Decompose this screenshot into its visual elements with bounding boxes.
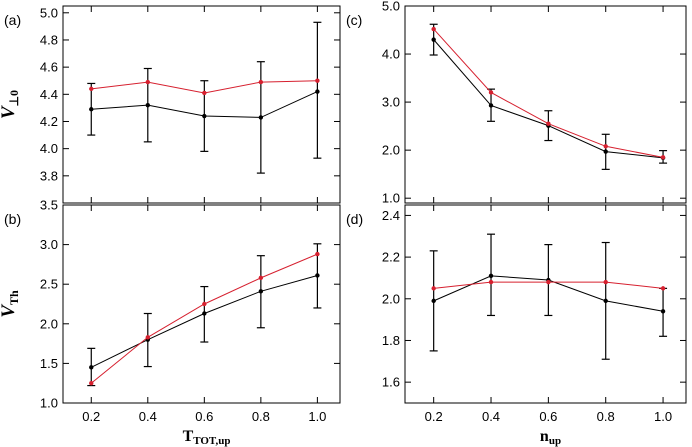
y-tick-label: 3.0: [382, 95, 400, 110]
data-point: [258, 79, 264, 85]
x-tick-label: 0.4: [482, 409, 500, 424]
data-point: [315, 251, 320, 257]
data-point: [258, 275, 264, 281]
y-tick-label: 4.4: [40, 87, 58, 102]
y-tick-label: 4.0: [40, 141, 58, 156]
y-tick-label: 1.6: [382, 375, 400, 390]
plot-frame: [62, 5, 341, 204]
data-point: [546, 121, 551, 126]
data-point: [258, 115, 264, 120]
x-tick-label: 0.8: [597, 409, 615, 424]
y-tick-label: 4.2: [40, 114, 58, 129]
data-point: [431, 26, 436, 32]
y-axis-label: V⊥0: [0, 90, 21, 119]
y-tick-label: 3.8: [40, 168, 58, 183]
plot-frame: [404, 204, 687, 404]
y-tick-label: 2.0: [40, 316, 58, 331]
data-series: [429, 233, 668, 360]
data-series: [431, 279, 666, 291]
data-point: [89, 107, 94, 112]
x-tick-label: 0.2: [425, 409, 443, 424]
data-point: [488, 273, 494, 279]
y-tick-label: 4.6: [40, 60, 58, 75]
x-tick-label: 0.4: [139, 409, 157, 424]
y-tick-label: 2.0: [382, 143, 400, 158]
y-tick-label: 3.0: [40, 237, 58, 252]
y-tick-label: 2.4: [382, 208, 400, 223]
data-point: [202, 311, 207, 316]
plot-frame: [62, 204, 341, 404]
y-tick-label: 5.0: [382, 0, 400, 14]
y-tick-label: 1.0: [40, 396, 58, 411]
y-tick-label: 1.0: [382, 191, 400, 206]
data-point: [315, 273, 320, 278]
chart-panel: 1.6 1.8 2.0 2.2 2.4 0.2 0.4 0.6 0.8 1.0 (d) nup: [346, 204, 687, 447]
y-tick-label: 2.5: [40, 277, 58, 292]
data-point: [488, 103, 494, 108]
y-axis-label: VTh: [0, 290, 21, 318]
y-tick-label: 1.5: [40, 356, 58, 371]
data-point: [488, 90, 494, 95]
x-tick-label: 0.8: [252, 409, 270, 424]
plot-frame: [404, 5, 687, 204]
y-tick-label: 1.8: [382, 333, 400, 348]
data-point: [603, 144, 608, 149]
y-tick-label: 4.0: [382, 47, 400, 62]
data-point: [145, 79, 150, 85]
data-point: [315, 78, 320, 83]
data-point: [145, 102, 150, 108]
y-tick-label: 4.8: [40, 32, 58, 47]
panel-label: (b): [4, 211, 21, 227]
data-point: [431, 286, 436, 291]
x-tick-label: 1.0: [654, 409, 672, 424]
data-point: [546, 279, 551, 285]
chart-panel: 1.0 2.0 3.0 4.0 5.0 (c): [346, 0, 687, 206]
data-series: [431, 26, 666, 160]
x-tick-label: 0.6: [195, 409, 213, 424]
data-point: [89, 365, 94, 370]
y-tick-label: 2.0: [382, 291, 400, 306]
data-point: [603, 149, 608, 154]
data-point: [202, 301, 207, 307]
data-point: [603, 298, 608, 304]
panel-label: (d): [346, 211, 363, 227]
data-point: [315, 89, 320, 94]
data-point: [145, 335, 150, 340]
y-tick-label: 2.2: [382, 250, 400, 265]
data-point: [603, 279, 608, 285]
data-point: [488, 279, 494, 285]
data-point: [660, 286, 666, 291]
data-point: [431, 37, 436, 42]
y-tick-label: 5.0: [40, 5, 58, 20]
x-tick-label: 1.0: [308, 409, 326, 424]
data-series: [89, 251, 320, 386]
x-axis-label: TTOT,up: [183, 428, 231, 447]
data-point: [89, 381, 94, 386]
data-point: [660, 309, 666, 314]
chart-panel: 1.0 1.5 2.0 2.5 3.0 3.5 0.2 0.4 0.6 0.8 1.0 (b) VTh T…: [0, 198, 341, 447]
data-series: [429, 23, 668, 170]
data-point: [202, 90, 207, 96]
x-tick-label: 0.2: [82, 409, 100, 424]
panel-label: (a): [4, 12, 21, 28]
data-series: [87, 21, 322, 174]
chart-panel: 3.8 4.0 4.2 4.4 4.6 4.8 5.0 (a) V⊥0: [0, 5, 341, 204]
panel-label: (c): [346, 12, 362, 28]
data-point: [660, 155, 666, 160]
data-point: [89, 86, 94, 92]
data-series: [89, 78, 320, 96]
x-tick-label: 0.6: [539, 409, 557, 424]
data-point: [431, 298, 436, 304]
data-point: [202, 113, 207, 119]
y-tick-label: 3.5: [40, 198, 58, 213]
x-axis-label: nup: [540, 428, 561, 447]
data-point: [258, 289, 264, 294]
data-series: [87, 243, 322, 387]
